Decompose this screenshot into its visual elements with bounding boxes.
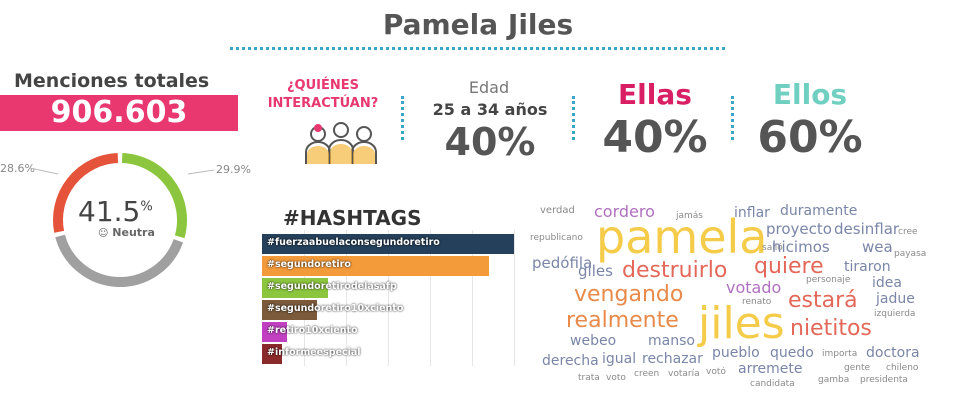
hashtag-bar: #retiro10xciento — [262, 322, 358, 342]
donut-segment-negativa — [53, 153, 119, 233]
edad-pct: 40% — [444, 120, 536, 164]
cloud-word: desinflar — [834, 220, 900, 238]
cloud-word: rechazar — [642, 351, 703, 367]
cloud-word: wea — [862, 238, 893, 256]
cloud-word: personaje — [806, 275, 851, 285]
cloud-word: manso — [648, 333, 695, 349]
donut-center-value: 41.5% — [78, 195, 153, 228]
sentiment-donut — [53, 153, 187, 287]
cloud-word: arremete — [738, 361, 803, 377]
cloud-word: chileno — [886, 363, 919, 373]
page-title: Pamela Jiles — [382, 8, 574, 41]
cloud-word: jadue — [876, 291, 915, 307]
donut-left-pct: 28.6% — [0, 162, 35, 175]
cloud-word: igual — [602, 351, 637, 367]
hashtag-label: #segundoretirodelasafp — [267, 281, 397, 292]
cloud-word: tiraron — [844, 259, 891, 275]
hashtags-chart: #fuerzaabuelaconsegundoretiro #segundoret… — [262, 230, 522, 370]
hashtag-bar: #informeespecial — [262, 344, 361, 364]
cloud-word: proyecto — [766, 220, 832, 238]
cloud-word: renato — [742, 297, 772, 307]
ellos-pct: 60% — [757, 112, 863, 163]
cloud-word: creen — [634, 369, 660, 379]
cloud-word: gente — [844, 363, 871, 373]
cloud-word: gamba — [818, 375, 850, 385]
cloud-word: presidenta — [860, 375, 908, 385]
divider-3 — [731, 96, 734, 140]
edad-range: 25 a 34 años — [432, 100, 548, 119]
cloud-word: cordero — [594, 202, 655, 221]
edad-label: Edad — [468, 78, 510, 97]
donut-segment-neutra — [55, 234, 184, 287]
cloud-word: webeo — [570, 333, 617, 349]
people-icon — [305, 122, 377, 164]
word-cloud: verdad cordero jamás inflar duramente republi… — [530, 200, 950, 396]
grid-line — [514, 230, 515, 366]
cloud-word: voto — [606, 373, 626, 383]
cloud-word: pamela — [596, 210, 768, 264]
cloud-word: votó — [706, 367, 726, 377]
menciones-value: 906.603 — [0, 95, 238, 131]
hashtag-bar: #segundoretiro — [262, 256, 489, 276]
cloud-word: vengando — [574, 282, 684, 307]
cloud-word: estará — [788, 288, 858, 313]
hashtag-label: #informeespecial — [267, 347, 361, 358]
donut-right-leader — [187, 169, 215, 175]
cloud-word: quiere — [754, 254, 824, 279]
cloud-word: hicimos — [772, 238, 830, 256]
cloud-word: nietitos — [790, 316, 872, 341]
cloud-word: importa — [822, 349, 858, 359]
grid-line — [388, 230, 389, 366]
cloud-word: idea — [872, 275, 902, 291]
title-divider — [230, 47, 725, 50]
cloud-word: votaría — [668, 369, 700, 379]
cloud-word: destruirlo — [622, 258, 728, 283]
cloud-word: izquierda — [874, 309, 916, 319]
cloud-word: quedo — [770, 345, 814, 361]
cloud-word: votado — [726, 278, 782, 297]
grid-line — [304, 230, 305, 366]
ellas-label: Ellas — [618, 78, 692, 111]
divider-2 — [572, 96, 575, 140]
donut-left-leader — [30, 167, 59, 175]
cloud-word: inflar — [734, 205, 770, 221]
quienes-heading: ¿QUIÉNES INTERACTÚAN? — [267, 78, 379, 111]
cloud-word: salió — [762, 243, 783, 253]
cloud-word: realmente — [566, 308, 679, 333]
grid-line — [430, 230, 431, 366]
hashtag-label: #segundoretiro — [267, 259, 351, 270]
hashtag-bar: #segundoretirodelasafp — [262, 278, 397, 298]
ellos-label: Ellos — [772, 78, 848, 111]
cloud-word: duramente — [780, 203, 858, 219]
hashtag-label: #segundoretiro10xciento — [267, 303, 404, 314]
hashtag-label: #retiro10xciento — [267, 325, 358, 336]
cloud-word: pedófila — [532, 254, 593, 272]
hashtag-bar: #segundoretiro10xciento — [262, 300, 403, 320]
grid-line — [346, 230, 347, 366]
menciones-label: Menciones totales — [14, 70, 210, 92]
cloud-word: doctora — [866, 345, 920, 361]
neutral-face-icon: ☺ — [98, 228, 109, 239]
cloud-word: cree — [898, 227, 918, 237]
cloud-word: verdad — [540, 205, 575, 216]
hashtag-label: #fuerzaabuelaconsegundoretiro — [267, 237, 440, 248]
ellas-pct: 40% — [602, 112, 708, 163]
donut-center-label: ☺ Neutra — [98, 226, 155, 239]
donut-segment-positiva — [121, 153, 187, 239]
hashtags-title: #HASHTAGS — [283, 206, 422, 230]
cloud-word: payasa — [894, 249, 927, 259]
cloud-word: republicano — [530, 233, 583, 243]
cloud-word: trata — [578, 373, 600, 383]
cloud-word: jiles — [698, 298, 785, 349]
hashtag-bar: #fuerzaabuelaconsegundoretiro — [262, 234, 514, 254]
cloud-word: jamás — [676, 211, 703, 221]
cloud-word: derecha — [542, 353, 599, 369]
donut-right-pct: 29.9% — [216, 163, 251, 176]
cloud-word: candidata — [750, 379, 795, 389]
divider-1 — [401, 96, 404, 140]
cloud-word: giles — [578, 262, 613, 280]
cloud-word: pueblo — [712, 345, 760, 361]
grid-line — [472, 230, 473, 366]
